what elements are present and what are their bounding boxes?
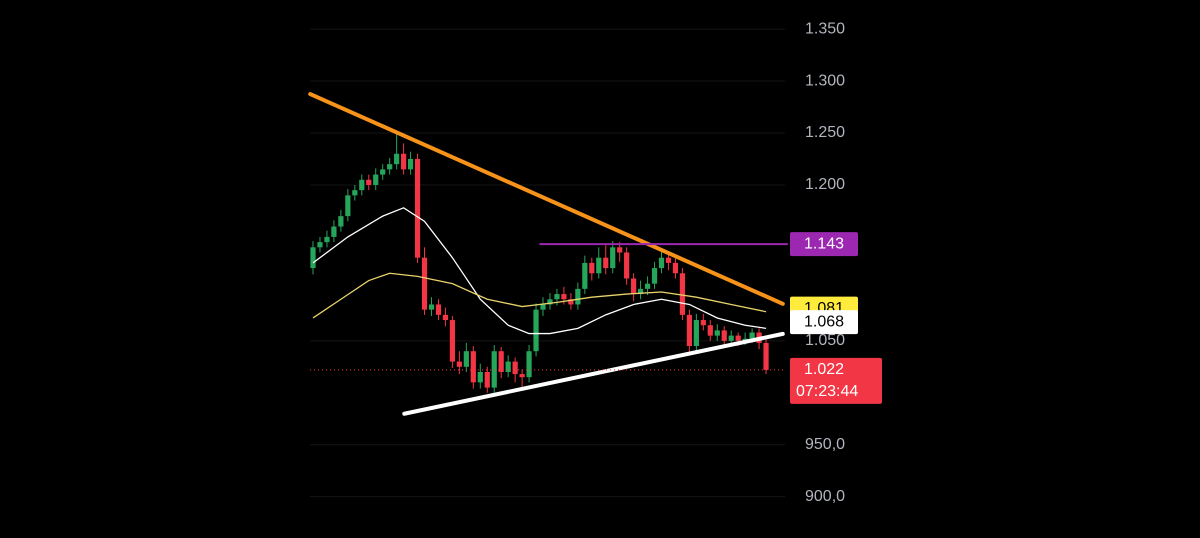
candle-body bbox=[547, 299, 553, 305]
price-tag-label: 1.143 bbox=[804, 235, 844, 252]
candle-body bbox=[617, 247, 623, 253]
candle-body bbox=[533, 309, 539, 352]
candle-body bbox=[575, 288, 581, 305]
candle-body bbox=[665, 257, 672, 263]
candle-body bbox=[721, 330, 727, 341]
candle-body bbox=[435, 304, 442, 315]
candle-body bbox=[714, 330, 720, 336]
candle-body bbox=[352, 190, 358, 196]
trendline bbox=[308, 92, 785, 306]
candle-body bbox=[651, 268, 658, 284]
candle-body bbox=[603, 257, 609, 269]
candle-body bbox=[484, 371, 490, 388]
trendline bbox=[402, 331, 785, 416]
candle-body bbox=[749, 332, 755, 339]
candle-body bbox=[317, 242, 323, 248]
y-tick-label: 1.350 bbox=[805, 20, 845, 37]
y-tick-label: 1.250 bbox=[805, 124, 845, 141]
candle-body bbox=[561, 294, 567, 300]
candle-body bbox=[658, 257, 665, 269]
candle-body bbox=[505, 361, 511, 372]
candle-body bbox=[428, 304, 435, 310]
candle-body bbox=[470, 351, 476, 383]
y-tick-label: 950,0 bbox=[805, 436, 845, 453]
candle-body bbox=[519, 374, 525, 378]
candle-body bbox=[637, 288, 644, 295]
y-tick-label: 1.200 bbox=[805, 176, 845, 193]
candle-body bbox=[373, 174, 379, 185]
candle-body bbox=[310, 247, 316, 269]
candle-body bbox=[686, 314, 692, 347]
candle-body bbox=[491, 351, 497, 388]
price-tag-label: 1.022 bbox=[804, 361, 844, 378]
candle-body bbox=[596, 257, 602, 274]
candle-body bbox=[421, 257, 428, 310]
candle-body bbox=[526, 351, 532, 378]
candle-body bbox=[366, 179, 372, 185]
candle-body bbox=[707, 325, 713, 336]
candle-body bbox=[672, 262, 679, 274]
candle-body bbox=[345, 195, 351, 217]
candle-body bbox=[324, 236, 330, 243]
candle-body bbox=[359, 179, 365, 191]
candle-body bbox=[728, 335, 734, 341]
candle-body bbox=[624, 252, 630, 279]
candle-body bbox=[610, 247, 616, 269]
y-tick-label: 1.050 bbox=[805, 332, 845, 349]
price-tag bbox=[790, 232, 858, 257]
y-tick-label: 1.300 bbox=[805, 72, 845, 89]
price-tag bbox=[790, 357, 882, 404]
candle-body bbox=[331, 226, 337, 237]
candle-body bbox=[582, 262, 588, 289]
candle-body bbox=[463, 351, 469, 367]
candle-body bbox=[644, 283, 651, 289]
candle-body bbox=[394, 153, 400, 165]
candle-body bbox=[693, 320, 699, 347]
candle-body bbox=[568, 299, 574, 305]
candle-body bbox=[401, 153, 407, 170]
candle-body bbox=[679, 273, 686, 315]
y-tick-label: 900,0 bbox=[805, 488, 845, 505]
countdown: 07:23:44 bbox=[796, 383, 858, 400]
candle-body bbox=[387, 164, 393, 170]
candle-body bbox=[414, 158, 421, 258]
candle-body bbox=[338, 216, 344, 227]
candle-body bbox=[449, 320, 455, 362]
candle-body bbox=[763, 342, 769, 370]
candle-body bbox=[442, 314, 449, 321]
candle-body bbox=[456, 361, 462, 367]
moving-average bbox=[312, 207, 767, 335]
candle-body bbox=[700, 320, 706, 326]
candle-body bbox=[735, 335, 741, 341]
price-tag bbox=[790, 310, 858, 335]
price-tag-label: 1.068 bbox=[804, 313, 844, 330]
candle-body bbox=[631, 278, 637, 295]
candle-body bbox=[477, 371, 483, 383]
candle-body bbox=[540, 304, 546, 310]
candle-body bbox=[380, 169, 386, 175]
candle-body bbox=[589, 262, 595, 274]
candle-body bbox=[512, 361, 518, 375]
moving-average bbox=[312, 272, 767, 319]
candle-body bbox=[554, 294, 560, 300]
candle-body bbox=[498, 351, 504, 372]
candle-body bbox=[407, 158, 414, 170]
